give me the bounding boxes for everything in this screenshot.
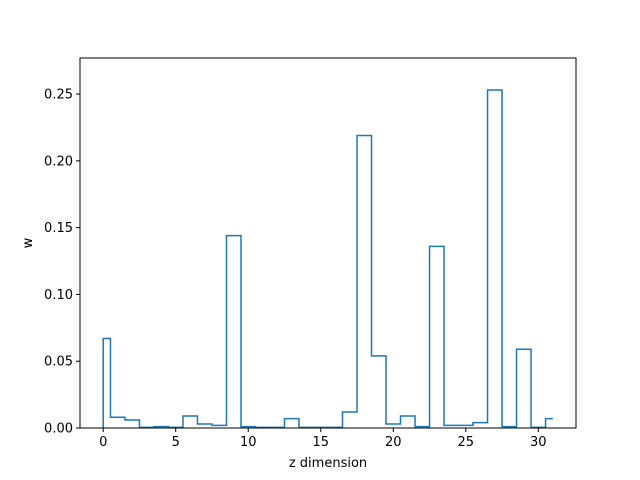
- x-tick-label: 5: [172, 435, 180, 450]
- histogram-step-line: [102, 89, 553, 429]
- bar-31: [546, 419, 561, 428]
- x-tick-label: 0: [99, 435, 107, 450]
- plot-area: [80, 58, 576, 428]
- bar-27: [488, 90, 503, 428]
- y-axis: 0.00 0.05 0.10 0.15 0.20 0.25: [44, 88, 80, 437]
- y-tick-label: 0.20: [44, 154, 73, 169]
- x-tick-label: 25: [458, 435, 475, 450]
- bar-20: [386, 424, 401, 428]
- bar-26: [473, 423, 488, 428]
- bar-29: [517, 349, 532, 428]
- plot-frame: [79, 57, 577, 429]
- x-tick-label: 10: [240, 435, 257, 450]
- bar-23: [430, 246, 445, 428]
- bar-18: [357, 135, 372, 428]
- x-axis-label: z dimension: [289, 456, 367, 471]
- bar-1: [110, 417, 125, 428]
- x-tick-label: 30: [530, 435, 547, 450]
- bar-9: [226, 236, 241, 428]
- bar-21: [401, 416, 416, 428]
- bar-6: [183, 416, 198, 428]
- x-tick-label: 15: [312, 435, 329, 450]
- bar-7: [197, 424, 212, 428]
- bar-2: [125, 420, 139, 428]
- y-axis-label: w: [21, 237, 36, 248]
- y-tick-label: 0.10: [44, 288, 73, 303]
- bar-0: [96, 339, 111, 428]
- bar-13: [284, 419, 299, 428]
- bar-19: [372, 356, 387, 428]
- x-tick-label: 20: [385, 435, 402, 450]
- x-axis: 0 5 10 15 20 25 30: [99, 428, 547, 450]
- y-tick-label: 0.00: [44, 422, 73, 437]
- y-tick-label: 0.25: [44, 88, 73, 103]
- y-tick-label: 0.15: [44, 221, 73, 236]
- y-tick-label: 0.05: [44, 355, 73, 370]
- bar-17: [343, 412, 358, 428]
